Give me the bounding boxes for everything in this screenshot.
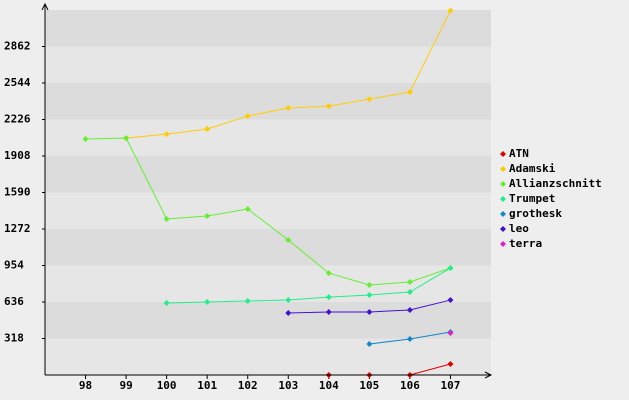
point (244, 297, 251, 304)
x-tick-label: 104 (319, 379, 339, 392)
point (406, 89, 413, 96)
legend-marker (500, 181, 506, 187)
plot-bands (45, 10, 491, 375)
point (285, 310, 292, 317)
x-tick-label: 106 (400, 379, 420, 392)
legend-marker (500, 166, 506, 172)
point (285, 297, 292, 304)
legend-label: grothesk (509, 207, 562, 220)
legend-label: Allianzschnitt (509, 177, 602, 190)
point (406, 307, 413, 314)
plot-band (45, 10, 491, 47)
grid: 318 636 954 1272 1590 1908 2226 2544 2862 98 99 100… (4, 40, 460, 393)
series-line (85, 137, 451, 286)
legend-label: leo (509, 222, 529, 235)
point (285, 237, 292, 244)
point (366, 282, 373, 289)
y-tick-label: 318 (4, 332, 24, 345)
point (163, 300, 170, 307)
point (325, 294, 332, 301)
plot-band (45, 46, 491, 83)
plot-band (45, 229, 491, 266)
point (244, 113, 251, 120)
plot-band (45, 192, 491, 229)
legend: ATN Adamski Allianzschnitt Trumpet grothesk l… (500, 147, 602, 250)
legend-marker (500, 196, 506, 202)
point (366, 341, 373, 348)
x-tick-label: 102 (238, 379, 258, 392)
y-tick-label: 2226 (4, 113, 31, 126)
point (123, 135, 130, 142)
point (406, 289, 413, 296)
y-tick-label: 1590 (4, 186, 31, 199)
plot-band (45, 83, 491, 120)
series (82, 7, 454, 378)
point (447, 265, 454, 272)
point (325, 308, 332, 315)
x-tick-label: 107 (441, 379, 461, 392)
legend-marker (500, 226, 506, 232)
x-tick-label: 101 (197, 379, 217, 392)
plot-band (45, 156, 491, 193)
point (325, 103, 332, 110)
point (204, 213, 211, 220)
x-tick-label: 98 (79, 379, 92, 392)
legend-marker (500, 241, 506, 247)
x-tick-label: 99 (119, 379, 132, 392)
point (406, 335, 413, 342)
y-tick-label: 2544 (4, 76, 31, 89)
plot-band (45, 338, 491, 375)
point (163, 216, 170, 223)
y-axis-arrow (41, 2, 49, 11)
point (244, 206, 251, 213)
legend-marker (500, 211, 506, 217)
legend-marker (500, 151, 506, 157)
point (406, 279, 413, 286)
y-tick-label: 2862 (4, 40, 31, 53)
point (325, 270, 332, 277)
y-tick-label: 636 (4, 295, 24, 308)
point (204, 126, 211, 133)
point (447, 329, 454, 336)
plot-band (45, 265, 491, 302)
point (447, 297, 454, 304)
point (163, 131, 170, 138)
legend-label: ATN (509, 147, 529, 160)
y-tick-label: 954 (4, 259, 24, 272)
point (447, 7, 454, 14)
x-tick-label: 105 (359, 379, 379, 392)
point (204, 299, 211, 305)
point (366, 96, 373, 103)
plot-band (45, 302, 491, 339)
series-line (166, 267, 451, 304)
point (366, 291, 373, 298)
y-tick-label: 1908 (4, 149, 31, 162)
y-tick-label: 1272 (4, 222, 31, 235)
point (447, 360, 454, 367)
point (82, 136, 89, 143)
x-tick-label: 100 (157, 379, 177, 392)
point (366, 308, 373, 315)
legend-label: Adamski (509, 162, 556, 175)
legend-label: Trumpet (509, 192, 555, 205)
plot-band (45, 119, 491, 156)
x-axis-arrow (484, 371, 493, 379)
x-tick-label: 103 (278, 379, 298, 392)
point (285, 105, 292, 112)
legend-label: terra (509, 237, 542, 250)
